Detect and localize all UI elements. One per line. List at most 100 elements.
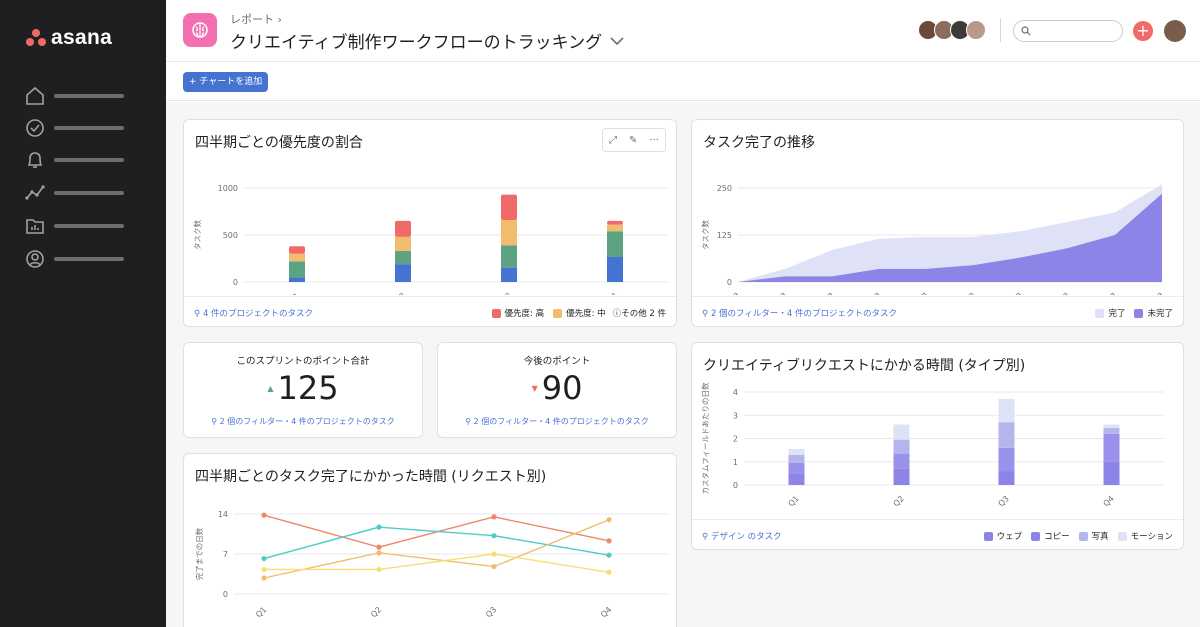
bar-segment <box>289 246 305 254</box>
x-tick-label: Q2 <box>369 605 383 619</box>
logo-text: asana <box>51 26 113 49</box>
page-title[interactable]: クリエイティブ制作ワークフローのトラッキング <box>230 28 624 53</box>
breadcrumb[interactable]: レポート › <box>230 13 282 26</box>
x-tick-label: Q4 <box>599 605 613 619</box>
add-button[interactable]: + <box>1133 21 1153 41</box>
sidebar-item-home[interactable] <box>25 86 124 106</box>
data-point <box>491 514 497 520</box>
x-tick-label: Q1 <box>287 291 301 295</box>
bar-segment <box>788 454 805 463</box>
line-series <box>263 519 610 579</box>
bar-segment <box>289 253 305 262</box>
data-point <box>376 550 382 556</box>
legend-label: コピー <box>1044 532 1070 542</box>
data-point <box>606 569 612 575</box>
sidebar-item-inbox[interactable] <box>25 150 124 170</box>
data-point <box>261 555 267 562</box>
project-icon[interactable] <box>183 13 217 47</box>
x-tick-label: 2月 <box>774 291 790 295</box>
data-point <box>606 538 612 544</box>
page-header: レポート › クリエイティブ制作ワークフローのトラッキング + <box>166 0 1200 62</box>
nav-placeholder-bar <box>54 158 124 162</box>
number-value-text: 90 <box>541 369 583 407</box>
y-tick-label: 0 <box>223 590 228 599</box>
dashboard-toolbar: + チャートを追加 <box>166 63 1200 101</box>
nav-placeholder-bar <box>54 94 124 98</box>
x-tick-label: 10月 <box>1147 291 1166 295</box>
data-point <box>606 517 612 523</box>
bar-segment <box>395 220 411 237</box>
sprint-points-card[interactable]: このスプリントのポイント合計 ▲ 125 ⚲ 2 個のフィルター・4 件のプロジ… <box>183 342 423 438</box>
y-tick-label: 14 <box>218 510 228 519</box>
line-series <box>264 553 610 573</box>
x-tick-label: Q3 <box>484 605 498 619</box>
legend-label[interactable]: その他 2 件 <box>621 309 666 319</box>
y-tick-label: 250 <box>717 184 732 193</box>
completion-time-chart: 0 7 14 完了までの日数 Q1 Q2 Q3 Q4 <box>194 510 668 619</box>
data-point <box>491 551 497 557</box>
sidebar-item-reporting[interactable] <box>25 183 124 203</box>
filter-link-text: 2 個のフィルター・4 件のプロジェクトのタスク <box>710 309 897 319</box>
user-avatar[interactable] <box>1164 20 1186 42</box>
legend-swatch <box>1117 531 1127 541</box>
number-label: このスプリントのポイント合計 <box>236 356 370 367</box>
sidebar: asana <box>0 0 166 627</box>
folder-chart-icon <box>26 219 44 234</box>
filter-icon: ⚲ <box>194 309 203 319</box>
bar-segment <box>893 439 910 454</box>
member-avatars[interactable] <box>918 20 986 40</box>
add-chart-button[interactable]: + チャートを追加 <box>183 72 269 92</box>
filter-icon: ⚲ <box>702 532 711 542</box>
expand-icon[interactable]: ⤢ <box>609 134 617 146</box>
x-tick-label: Q4 <box>605 291 619 295</box>
sidebar-item-portfolios[interactable] <box>25 216 124 236</box>
bell-icon <box>27 152 43 168</box>
nav-placeholder-bar <box>54 126 124 130</box>
card-title: タスク完了の推移 <box>703 135 815 151</box>
legend-label: 未完了 <box>1147 309 1173 319</box>
x-tick-label: Q4 <box>1101 494 1115 508</box>
completion-time-chart-card[interactable]: 四半期ごとのタスク完了にかかった時間 (リクエスト別) 0 7 14 完了までの日数 Q… <box>183 453 677 627</box>
request-time-chart-card[interactable]: クリエイティブリクエストにかかる時間 (タイプ別) 0 1 2 3 4 カスタムフィールド… <box>691 342 1184 550</box>
priority-chart-card[interactable]: 四半期ごとの優先度の割合 ⤢ ✎ ··· 0 500 1000 タスク数 Q1 Q2 Q3 Q… <box>183 119 677 327</box>
more-icon[interactable]: ··· <box>649 134 659 146</box>
future-points-card[interactable]: 今後のポイント ▼ 90 ⚲ 2 個のフィルター・4 件のプロジェクトのタスク <box>437 342 677 438</box>
x-tick-label: 4月 <box>868 291 884 295</box>
filter-link[interactable]: ⚲ 4 件のプロジェクトのタスク <box>194 307 313 319</box>
trend-up-icon: ▲ <box>267 383 274 393</box>
filter-link-text: 4 件のプロジェクトのタスク <box>202 309 314 319</box>
filter-link[interactable]: ⚲ 2 個のフィルター・4 件のプロジェクトのタスク <box>184 416 422 427</box>
sidebar-item-goals[interactable] <box>25 249 124 269</box>
legend-label: 完了 <box>1108 309 1126 319</box>
y-axis-label: タスク数 <box>192 220 202 250</box>
filter-link[interactable]: ⚲ 2 個のフィルター・4 件のプロジェクトのタスク <box>702 307 897 319</box>
card-footer: ⚲ 4 件のプロジェクトのタスク 優先度: 高 優先度: 中 ⓘ その他 2 件 <box>184 296 676 326</box>
filter-link[interactable]: ⚲ 2 個のフィルター・4 件のプロジェクトのタスク <box>438 416 676 427</box>
bar-segment <box>1103 428 1120 434</box>
x-tick-label: Q1 <box>254 605 268 619</box>
asana-logo[interactable]: asana <box>26 26 112 50</box>
bar-segment <box>501 219 517 246</box>
filter-link[interactable]: ⚲ デザイン のタスク <box>702 530 782 542</box>
bar-segment <box>395 236 411 251</box>
filter-link-text: 2 個のフィルター・4 件のプロジェクトのタスク <box>473 417 649 426</box>
x-tick-label: Q1 <box>786 494 800 508</box>
legend-label: モーション <box>1130 532 1173 542</box>
legend-swatch <box>1078 531 1088 541</box>
search-input[interactable] <box>1013 20 1123 42</box>
data-point <box>491 563 497 570</box>
bar-segment <box>998 398 1015 423</box>
bar-segment <box>998 422 1015 448</box>
y-tick-label: 0 <box>733 481 738 490</box>
bar-segment <box>501 245 517 268</box>
edit-icon[interactable]: ✎ <box>629 134 638 146</box>
line-series <box>263 526 610 560</box>
y-tick-label: 1 <box>733 458 738 467</box>
y-tick-label: 500 <box>223 231 238 240</box>
bar-segment <box>289 277 305 282</box>
sidebar-item-my-tasks[interactable] <box>25 118 124 138</box>
completion-chart-card[interactable]: タスク完了の推移 0 125 250 タスク数 1月 2月 3月 4月 5月 6月 7月 8月 9月 10… <box>691 119 1184 327</box>
dashboard-canvas: 四半期ごとの優先度の割合 ⤢ ✎ ··· 05001000タスク数Q1Q2Q3Q… <box>166 102 1200 627</box>
bar-segment <box>1103 433 1120 462</box>
bar-segment <box>788 448 805 455</box>
